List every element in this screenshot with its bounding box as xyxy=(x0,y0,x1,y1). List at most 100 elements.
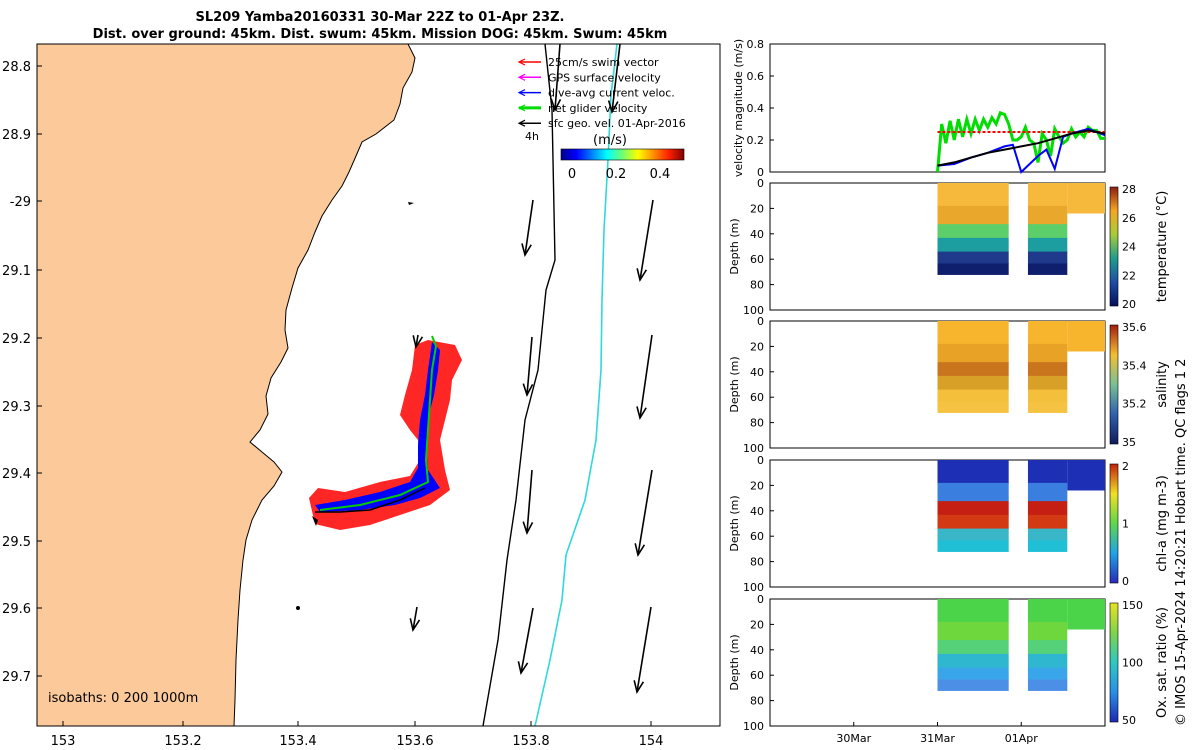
geo-velocity-arrow xyxy=(636,334,653,421)
profile-band xyxy=(1027,540,1068,552)
lon-tick-label: 153.2 xyxy=(164,734,201,749)
profile-band xyxy=(1027,599,1068,623)
profile-band xyxy=(1027,237,1068,253)
depth-tick-label: 0 xyxy=(757,454,764,467)
lat-tick-label: 29.2 xyxy=(2,332,31,347)
depth-tick-label: 100 xyxy=(743,581,764,594)
profile-band xyxy=(937,389,1009,402)
colorbar-tick-label: 35.2 xyxy=(1122,398,1147,411)
panel-colorbar xyxy=(1109,463,1119,584)
velocity-series-line xyxy=(937,129,1106,167)
depth-axis-label: Depth (m) xyxy=(728,495,741,551)
profile-band xyxy=(1067,599,1105,630)
colorbar-tick-label: 0 xyxy=(1122,575,1129,588)
profile-band xyxy=(937,528,1009,541)
profile-band xyxy=(1027,621,1068,641)
profile-band xyxy=(937,205,1009,225)
geo-velocity-arrow xyxy=(550,43,562,113)
profile-band xyxy=(1027,501,1068,516)
net-glider-path xyxy=(319,335,438,511)
depth-tick-label: 0 xyxy=(757,315,764,328)
profile-band xyxy=(1027,362,1068,377)
lat-tick-label: 29.4 xyxy=(2,467,31,482)
profile-band xyxy=(937,237,1009,253)
profile-band xyxy=(937,599,1009,623)
profile-band xyxy=(1067,183,1105,214)
depth-tick-label: 40 xyxy=(750,644,764,657)
glider-track-marker xyxy=(312,516,318,526)
colorbar-label: salinity xyxy=(1155,361,1170,408)
land-mass xyxy=(37,44,416,726)
geo-velocity-arrow xyxy=(517,607,534,676)
island-mark xyxy=(408,202,414,205)
profile-band xyxy=(1027,460,1068,484)
depth-tick-label: 100 xyxy=(743,442,764,455)
profile-band xyxy=(937,251,1009,264)
chart-title-line-1: SL209 Yamba20160331 30-Mar 22Z to 01-Apr… xyxy=(195,10,565,25)
depth-panel-2: 0 20 40 60 80 100 Depth (m) 35 35.2 35.4 35.6 salin… xyxy=(728,315,1170,455)
lat-tick-label: 28.9 xyxy=(2,128,31,143)
depth-panel-1: 0 20 40 60 80 100 Depth (m) 20 22 24 26 28 temperatu… xyxy=(728,177,1170,317)
profile-band xyxy=(937,667,1009,680)
depth-tick-label: 80 xyxy=(750,556,764,569)
colorbar-tick-label: 35.6 xyxy=(1122,321,1147,334)
colorbar-tick-label: 28 xyxy=(1122,183,1136,196)
lat-tick-label: 29.6 xyxy=(2,602,31,617)
depth-tick-label: 40 xyxy=(750,366,764,379)
lat-tick-label: 29.7 xyxy=(2,670,31,685)
depth-tick-label: 60 xyxy=(750,391,764,404)
colorbar-tick-label: 0.2 xyxy=(606,167,627,182)
profile-band xyxy=(1027,679,1068,691)
glider-track xyxy=(309,335,462,530)
colorbar-label: temperature (°C) xyxy=(1155,191,1170,303)
lon-tick-label: 153.4 xyxy=(279,734,316,749)
legend-entry: sfc geo. vel. 01-Apr-2016 xyxy=(548,117,686,130)
profile-band xyxy=(1027,389,1068,402)
time-scale-label: 4h xyxy=(525,130,539,143)
depth-tick-label: 60 xyxy=(750,669,764,682)
profile-band xyxy=(937,679,1009,691)
geo-velocity-arrow xyxy=(521,199,534,258)
profile-band xyxy=(1027,528,1068,541)
latitude-tick-labels: 28.8 28.9 -29 29.1 29.2 29.3 29.4 29.5 29.6 29.7 xyxy=(2,60,42,685)
colorbar-tick-label: 35 xyxy=(1122,436,1136,449)
lat-tick-label: 28.8 xyxy=(2,60,31,75)
profile-band xyxy=(937,321,1009,345)
colorbar-tick-label: 26 xyxy=(1122,212,1136,225)
lon-tick-label: 154 xyxy=(639,734,664,749)
profile-band xyxy=(937,183,1009,207)
profile-band xyxy=(1027,653,1068,669)
lat-tick-label: 29.3 xyxy=(2,400,31,415)
depth-tick-label: 80 xyxy=(750,695,764,708)
lat-tick-label: 29.1 xyxy=(2,264,31,279)
profile-band xyxy=(1027,667,1068,680)
glider-ground-track xyxy=(315,487,426,513)
colorbar-tick-label: 1 xyxy=(1122,518,1129,531)
velocity-ytick-label: 0.6 xyxy=(747,70,765,83)
profile-band xyxy=(1027,640,1068,655)
isobaths-label: isobaths: 0 200 1000m xyxy=(48,691,198,706)
profile-band xyxy=(937,514,1009,530)
velocity-series-line xyxy=(936,110,1105,173)
profile-band xyxy=(937,401,1009,413)
colorbar-tick-label: 0 xyxy=(568,167,576,182)
profile-band xyxy=(1027,321,1068,345)
geo-velocity-arrow xyxy=(522,336,534,398)
colorbar-label: Ox. sat. ratio (%) xyxy=(1155,607,1170,718)
depth-tick-label: 20 xyxy=(750,618,764,631)
depth-tick-label: 20 xyxy=(750,340,764,353)
profile-band xyxy=(1027,514,1068,530)
colorbar-tick-label: 35.4 xyxy=(1122,359,1147,372)
map-frame xyxy=(36,43,721,727)
lon-tick-label: 153 xyxy=(51,734,76,749)
colorbar-tick-label: 50 xyxy=(1122,714,1136,727)
legend-entry: 25cm/s swim vector xyxy=(548,56,659,69)
copyright-note: © IMOS 15-Apr-2024 14:20:21 Hobart time.… xyxy=(1174,359,1189,726)
isobath-200m xyxy=(482,44,556,726)
profile-band xyxy=(937,362,1009,377)
profile-band xyxy=(937,621,1009,641)
colorbar-tick-label: 150 xyxy=(1122,599,1143,612)
geo-velocity-arrow xyxy=(607,43,621,115)
